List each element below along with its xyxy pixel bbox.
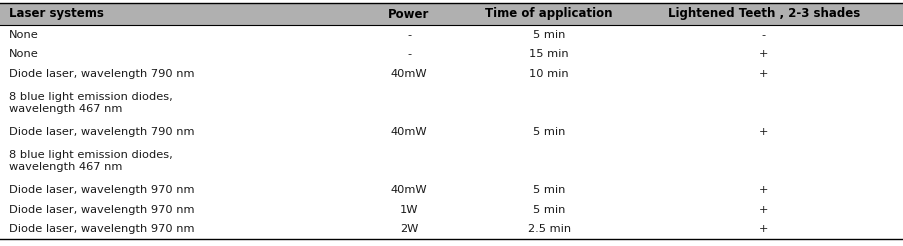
- Text: 40mW: 40mW: [390, 127, 427, 137]
- Text: +: +: [759, 127, 768, 137]
- Text: Lightened Teeth , 2-3 shades: Lightened Teeth , 2-3 shades: [667, 7, 859, 20]
- Text: None: None: [9, 30, 39, 40]
- Text: +: +: [759, 49, 768, 59]
- Bar: [0, 3, 903, 25]
- Text: 2.5 min: 2.5 min: [527, 224, 570, 234]
- Text: 40mW: 40mW: [390, 185, 427, 195]
- Text: Power: Power: [388, 7, 429, 20]
- Text: +: +: [759, 205, 768, 215]
- Text: -: -: [406, 49, 411, 59]
- Text: -: -: [406, 30, 411, 40]
- Text: Diode laser, wavelength 970 nm: Diode laser, wavelength 970 nm: [9, 224, 194, 234]
- Text: 5 min: 5 min: [533, 127, 564, 137]
- Text: 10 min: 10 min: [529, 69, 568, 79]
- Text: Laser systems: Laser systems: [9, 7, 104, 20]
- Text: 5 min: 5 min: [533, 205, 564, 215]
- Text: Diode laser, wavelength 970 nm: Diode laser, wavelength 970 nm: [9, 205, 194, 215]
- Text: 5 min: 5 min: [533, 185, 564, 195]
- Text: +: +: [759, 224, 768, 234]
- Text: 40mW: 40mW: [390, 69, 427, 79]
- Text: 1W: 1W: [399, 205, 418, 215]
- Text: +: +: [759, 185, 768, 195]
- Text: Diode laser, wavelength 790 nm: Diode laser, wavelength 790 nm: [9, 69, 194, 79]
- Text: +: +: [759, 69, 768, 79]
- Text: Time of application: Time of application: [485, 7, 612, 20]
- Text: Diode laser, wavelength 970 nm: Diode laser, wavelength 970 nm: [9, 185, 194, 195]
- Text: 15 min: 15 min: [529, 49, 568, 59]
- Text: 5 min: 5 min: [533, 30, 564, 40]
- Text: 8 blue light emission diodes,
wavelength 467 nm: 8 blue light emission diodes, wavelength…: [9, 150, 172, 172]
- Text: Diode laser, wavelength 790 nm: Diode laser, wavelength 790 nm: [9, 127, 194, 137]
- Text: -: -: [761, 30, 765, 40]
- Text: 2W: 2W: [399, 224, 418, 234]
- Text: 8 blue light emission diodes,
wavelength 467 nm: 8 blue light emission diodes, wavelength…: [9, 92, 172, 114]
- Text: None: None: [9, 49, 39, 59]
